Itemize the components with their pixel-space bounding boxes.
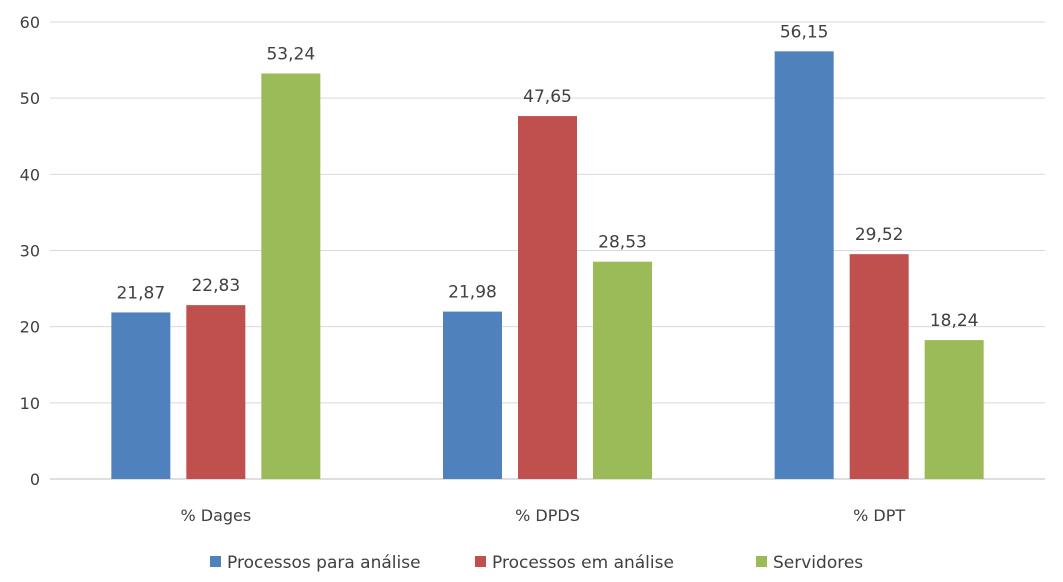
y-axis-tick-labels: 0 10 20 30 40 50 60	[20, 13, 40, 489]
bar	[774, 51, 834, 480]
y-tick-label: 40	[20, 165, 40, 184]
data-label: 47,65	[523, 87, 572, 107]
data-label: 22,83	[191, 276, 240, 296]
bar	[924, 340, 984, 479]
data-label: 29,52	[855, 225, 904, 245]
x-tick-label: % DPDS	[515, 506, 580, 525]
y-tick-label: 30	[20, 242, 40, 261]
bar	[518, 116, 577, 480]
x-axis-category-labels: % Dages % DPDS % DPT	[180, 506, 905, 525]
data-label: 28,53	[598, 233, 647, 253]
y-tick-label: 20	[20, 318, 40, 337]
bar	[593, 261, 652, 479]
bar	[443, 311, 502, 479]
legend-label: Processos em análise	[492, 553, 674, 573]
data-labels: 21,87 22,83 53,24 21,98 47,65 28,53 56,15 29,52…	[116, 22, 978, 331]
legend-swatch	[210, 556, 221, 567]
data-label: 18,24	[930, 311, 979, 331]
data-label: 21,87	[116, 283, 165, 303]
legend-swatch	[475, 556, 486, 567]
data-label: 21,98	[448, 283, 497, 303]
bar	[261, 73, 321, 479]
x-tick-label: % Dages	[180, 506, 251, 525]
x-tick-label: % DPT	[853, 506, 905, 525]
y-tick-label: 10	[20, 394, 40, 413]
legend-label: Processos para análise	[227, 553, 421, 573]
data-label: 53,24	[266, 44, 315, 64]
data-label: 56,15	[780, 22, 829, 42]
legend-label: Servidores	[773, 553, 863, 573]
y-tick-label: 60	[20, 13, 40, 32]
bar	[111, 312, 171, 479]
legend-swatch	[756, 556, 767, 567]
bar	[849, 254, 909, 479]
bars	[111, 51, 984, 480]
legend: Processos para análise Processos em análi…	[210, 553, 863, 573]
bar	[186, 305, 246, 479]
y-tick-label: 50	[20, 89, 40, 108]
y-tick-label: 0	[30, 470, 40, 489]
